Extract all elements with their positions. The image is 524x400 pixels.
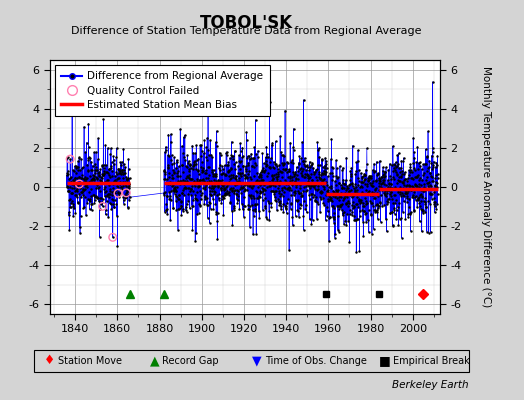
Point <box>114 190 122 196</box>
Text: Empirical Break: Empirical Break <box>393 356 470 366</box>
Text: Berkeley Earth: Berkeley Earth <box>392 380 469 390</box>
Text: ■: ■ <box>379 354 391 368</box>
Text: ♦: ♦ <box>44 354 56 368</box>
Point <box>108 234 117 240</box>
Point <box>66 156 74 162</box>
Text: ▼: ▼ <box>252 354 261 368</box>
Text: Record Gap: Record Gap <box>162 356 219 366</box>
Point <box>99 203 107 210</box>
Point <box>122 190 130 196</box>
Text: TOBOL'SK: TOBOL'SK <box>200 14 293 32</box>
Text: ▲: ▲ <box>150 354 159 368</box>
Y-axis label: Monthly Temperature Anomaly Difference (°C): Monthly Temperature Anomaly Difference (… <box>481 66 491 308</box>
Legend: Difference from Regional Average, Quality Control Failed, Estimated Station Mean: Difference from Regional Average, Qualit… <box>55 65 269 116</box>
Text: Difference of Station Temperature Data from Regional Average: Difference of Station Temperature Data f… <box>71 26 421 36</box>
Point <box>75 181 83 187</box>
Text: Station Move: Station Move <box>58 356 122 366</box>
Text: Time of Obs. Change: Time of Obs. Change <box>265 356 366 366</box>
